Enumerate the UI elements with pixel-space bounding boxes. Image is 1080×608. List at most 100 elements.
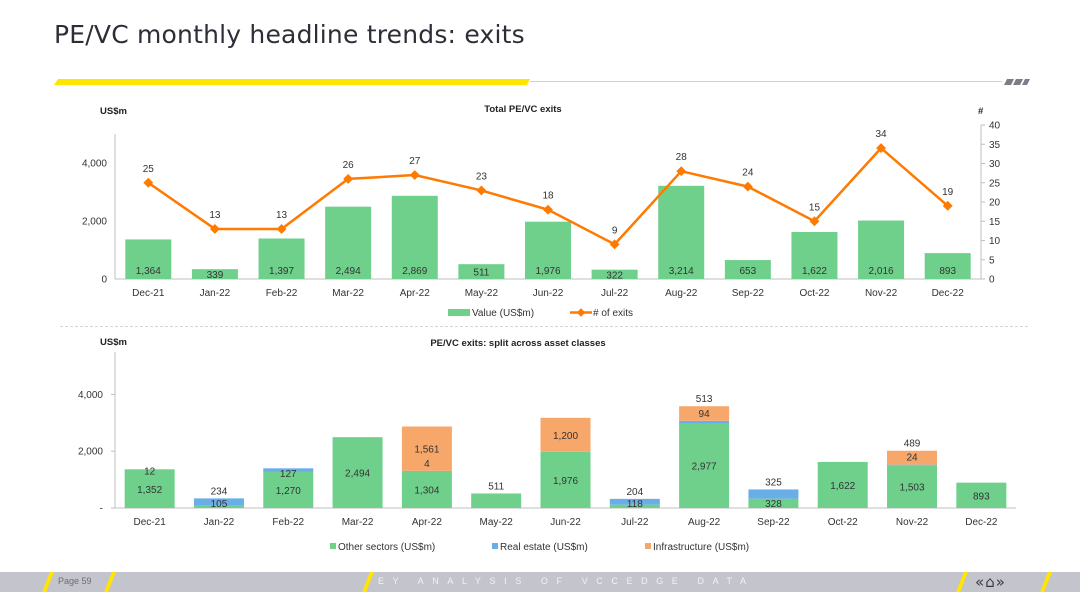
value-bar [724, 260, 771, 279]
total-exits-chart-svg: US$m Total PE/VC exits #0 2,000 4,000 0 5 10 15 2… [82, 104, 1001, 319]
real-estate-us-m-bar [748, 489, 799, 499]
y2-tick-label: 25 [989, 178, 1001, 189]
x-tick-label: Oct-22 [828, 517, 858, 528]
value-bar [258, 238, 305, 279]
other-sectors-us-m-bar [124, 469, 175, 508]
exits-data-label: 28 [676, 152, 688, 163]
x-tick-label: Jul-22 [621, 517, 649, 528]
exits-point [476, 185, 487, 196]
chart-title: Total PE/VC exits [484, 104, 561, 115]
x-tick-label: Aug-22 [665, 288, 698, 299]
value-bar [658, 185, 705, 279]
exits-data-label: 13 [209, 210, 221, 221]
x-tick-label: Apr-22 [400, 288, 430, 299]
x-tick-label: Jan-22 [204, 517, 235, 528]
other-sectors-us-m-bar [401, 470, 452, 508]
y-tick-label: 4,000 [78, 390, 103, 401]
stack-data-label: 204 [626, 487, 643, 498]
x-tick-label: Sep-22 [757, 517, 790, 528]
stack-data-label: 105 [211, 499, 228, 510]
y2-tick-label: 0 [989, 275, 995, 286]
value-data-label: 511 [473, 268, 489, 279]
y-tick-label: 2,000 [78, 447, 103, 458]
x-tick-label: Mar-22 [332, 288, 364, 299]
x-tick-label: May-22 [480, 517, 514, 528]
other-sectors-us-m-bar [471, 493, 522, 508]
x-tick-label: Feb-22 [266, 288, 298, 299]
stack-data-label: 893 [973, 491, 990, 502]
stack-data-label: 511 [488, 481, 504, 492]
x-tick-label: Dec-22 [932, 288, 965, 299]
other-sectors-us-m-bar [263, 471, 314, 508]
legend-swatch-exits-marker [576, 308, 586, 317]
x-tick-label: Sep-22 [732, 288, 765, 299]
exits-data-label: 27 [409, 156, 421, 167]
next-icon[interactable]: » [995, 573, 1006, 591]
x-tick-label: Jul-22 [601, 288, 629, 299]
stack-data-label: 489 [904, 439, 921, 450]
page-number: Page 59 [58, 576, 92, 586]
stack-data-label: 24 [906, 453, 918, 464]
legend-label-exits: # of exits [593, 308, 633, 319]
y-axis-label: US$m [100, 337, 127, 348]
stack-data-label: 127 [280, 469, 297, 480]
legend-label-value: Value (US$m) [472, 308, 534, 319]
value-bar [924, 253, 971, 279]
y2-tick-label: 35 [989, 140, 1001, 151]
exits-point [276, 224, 287, 234]
y2-tick-label: 40 [989, 121, 1001, 132]
stack-data-label: 1,200 [553, 431, 578, 442]
exits-data-label: 24 [742, 168, 754, 179]
section-divider [60, 326, 1028, 327]
chart-title: PE/VC exits: split across asset classes [430, 338, 605, 349]
legend-swatch-real-estate-us-m [492, 543, 498, 549]
exits-data-label: 23 [476, 171, 488, 182]
value-data-label: 2,494 [336, 266, 361, 277]
stack-data-label: 1,503 [900, 483, 925, 494]
exits-point [742, 181, 753, 192]
asset-class-chart-svg: US$m PE/VC exits: split across asset clas… [78, 337, 1016, 553]
other-sectors-us-m-bar [332, 437, 383, 508]
asset-class-chart: US$m PE/VC exits: split across asset clas… [0, 330, 1080, 562]
y2-tick-label: 10 [989, 236, 1001, 247]
x-tick-label: Jan-22 [200, 288, 231, 299]
exits-data-label: 18 [542, 191, 554, 202]
x-tick-label: Nov-22 [865, 288, 898, 299]
other-sectors-us-m-bar [540, 451, 591, 508]
y2-tick-label: 20 [989, 198, 1001, 209]
exits-data-label: 19 [942, 187, 954, 198]
exits-data-label: 26 [343, 160, 355, 171]
real-estate-us-m-bar [887, 464, 938, 466]
exits-point [609, 239, 620, 250]
y-tick-label: - [100, 504, 103, 515]
x-tick-label: Apr-22 [412, 517, 442, 528]
stack-data-label: 1,622 [830, 481, 855, 492]
stack-data-label: 94 [699, 409, 711, 420]
x-tick-label: Oct-22 [799, 288, 829, 299]
y-axis-label-right: # [978, 106, 984, 117]
legend-swatch-other-sectors-us-m [330, 543, 336, 549]
value-data-label: 893 [939, 266, 956, 277]
x-tick-label: Mar-22 [342, 517, 374, 528]
stack-data-label: 513 [696, 394, 713, 405]
home-icon[interactable]: ⌂ [985, 573, 996, 591]
y-axis-label-left: US$m [100, 106, 127, 117]
value-bar [391, 195, 438, 279]
exits-data-label: 15 [809, 202, 821, 213]
stack-data-label: 234 [211, 486, 228, 497]
legend-swatch-value [448, 309, 470, 316]
value-bar [191, 269, 238, 279]
value-data-label: 2,016 [869, 266, 894, 277]
exits-data-label: 9 [612, 225, 618, 236]
prev-icon[interactable]: « [975, 573, 986, 591]
exits-point [409, 170, 420, 180]
value-data-label: 2,869 [402, 266, 427, 277]
x-tick-label: Dec-21 [134, 517, 167, 528]
legend-label-other-sectors-us-m: Other sectors (US$m) [338, 542, 435, 553]
stack-data-label: 1,352 [137, 485, 162, 496]
x-tick-label: Feb-22 [272, 517, 304, 528]
stack-data-label: 1,304 [414, 485, 439, 496]
value-data-label: 1,397 [269, 266, 294, 277]
exits-point [543, 204, 553, 215]
value-data-label: 322 [606, 270, 623, 281]
